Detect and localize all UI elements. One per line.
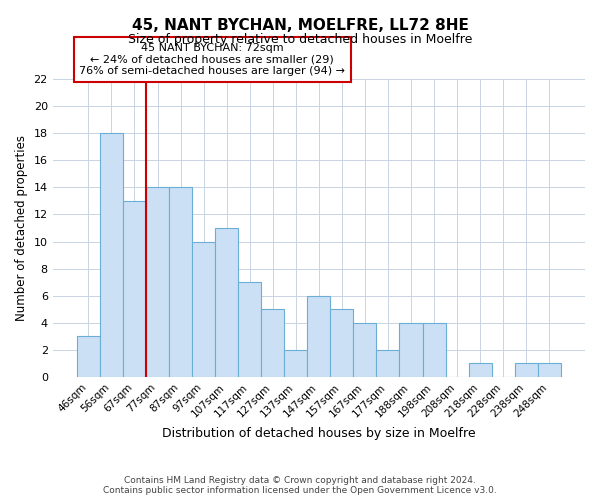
Bar bbox=[376, 350, 400, 377]
Bar bbox=[123, 201, 146, 377]
X-axis label: Distribution of detached houses by size in Moelfre: Distribution of detached houses by size … bbox=[162, 427, 476, 440]
Bar bbox=[469, 364, 491, 377]
Bar bbox=[238, 282, 261, 377]
Y-axis label: Number of detached properties: Number of detached properties bbox=[15, 135, 28, 321]
Text: 45 NANT BYCHAN: 72sqm
← 24% of detached houses are smaller (29)
76% of semi-deta: 45 NANT BYCHAN: 72sqm ← 24% of detached … bbox=[79, 43, 346, 76]
Bar bbox=[77, 336, 100, 377]
Bar bbox=[215, 228, 238, 377]
Bar bbox=[331, 309, 353, 377]
Bar bbox=[422, 323, 446, 377]
Bar bbox=[515, 364, 538, 377]
Text: Size of property relative to detached houses in Moelfre: Size of property relative to detached ho… bbox=[128, 32, 472, 46]
Bar bbox=[284, 350, 307, 377]
Bar bbox=[400, 323, 422, 377]
Bar bbox=[100, 133, 123, 377]
Bar bbox=[353, 323, 376, 377]
Bar bbox=[538, 364, 561, 377]
Text: Contains HM Land Registry data © Crown copyright and database right 2024.: Contains HM Land Registry data © Crown c… bbox=[124, 476, 476, 485]
Bar bbox=[192, 242, 215, 377]
Bar bbox=[169, 188, 192, 377]
Text: 45, NANT BYCHAN, MOELFRE, LL72 8HE: 45, NANT BYCHAN, MOELFRE, LL72 8HE bbox=[131, 18, 469, 32]
Text: Contains public sector information licensed under the Open Government Licence v3: Contains public sector information licen… bbox=[103, 486, 497, 495]
Bar bbox=[146, 188, 169, 377]
Bar bbox=[261, 309, 284, 377]
Bar bbox=[307, 296, 331, 377]
